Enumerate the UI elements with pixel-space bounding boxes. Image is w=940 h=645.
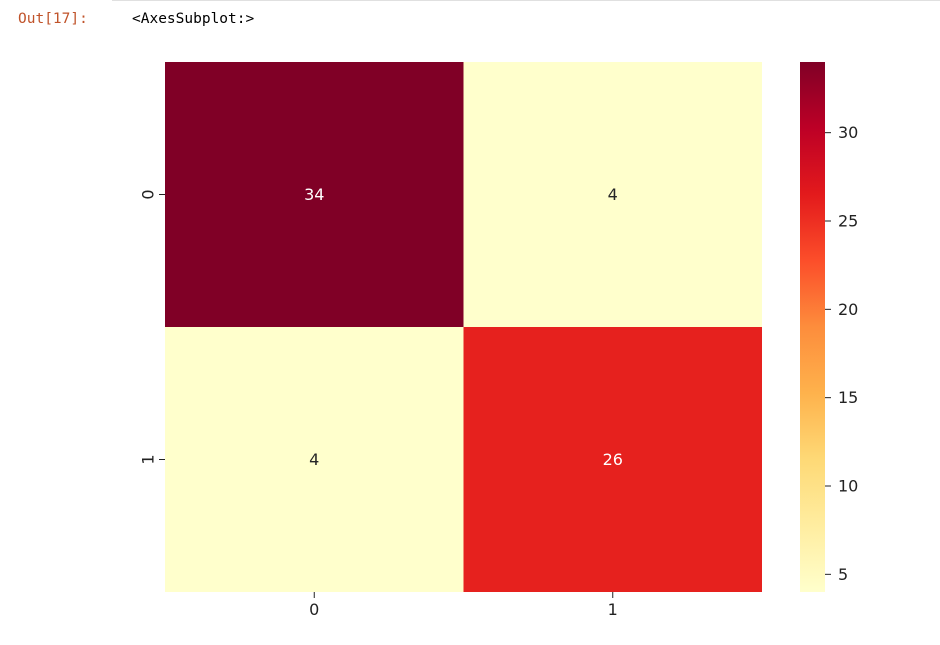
heatmap-cell-0-0 xyxy=(165,62,464,327)
cell-annotation-1-0: 4 xyxy=(309,450,319,469)
output-prompt: Out[17]: xyxy=(18,11,88,27)
cell-top-border xyxy=(112,0,940,1)
cell-annotation-0-0: 34 xyxy=(304,185,324,204)
heatmap-cells: 34 4 4 26 xyxy=(165,62,762,592)
colorbar-tick-label-0: 5 xyxy=(838,565,848,584)
colorbar-tick-label-2: 15 xyxy=(838,388,858,407)
colorbar-tick-label-3: 20 xyxy=(838,300,858,319)
colorbar xyxy=(800,62,825,592)
cell-annotation-0-1: 4 xyxy=(608,185,618,204)
heatmap-cell-0-1 xyxy=(463,62,762,327)
x-tick-label-1: 1 xyxy=(608,600,618,619)
heatmap-cell-1-0 xyxy=(165,327,464,592)
output-text: <AxesSubplot:> xyxy=(132,11,255,27)
colorbar-ticks: 5 10 15 20 25 30 xyxy=(825,123,858,584)
colorbar-tick-label-1: 10 xyxy=(838,477,858,496)
x-tick-label-0: 0 xyxy=(309,600,319,619)
heatmap-cell-1-1 xyxy=(463,327,762,592)
colorbar-tick-label-4: 25 xyxy=(838,212,858,231)
y-tick-label-1: 1 xyxy=(139,454,158,464)
colorbar-tick-label-5: 30 xyxy=(838,123,858,142)
axis-ticks: 0 1 0 1 xyxy=(139,189,618,619)
cell-annotation-1-1: 26 xyxy=(603,450,623,469)
y-tick-label-0: 0 xyxy=(139,189,158,199)
